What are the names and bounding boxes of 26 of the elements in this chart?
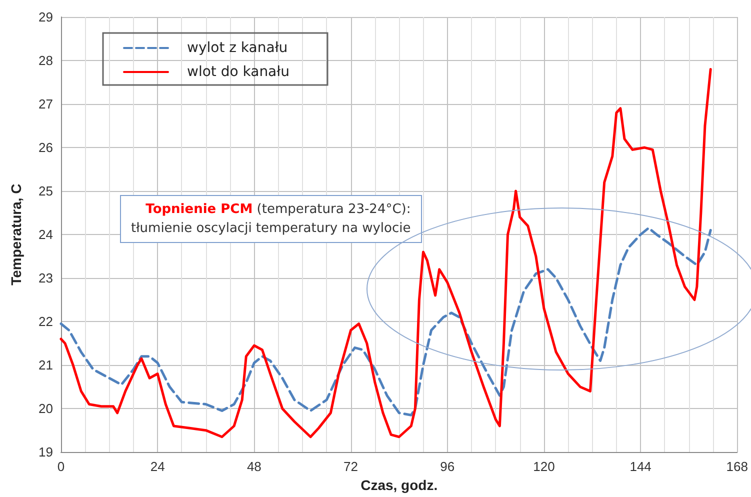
- y-tick-label: 22: [38, 314, 53, 330]
- x-tick-label: 24: [150, 459, 165, 474]
- x-tick-label: 96: [440, 459, 455, 474]
- x-tick-label: 48: [246, 459, 262, 474]
- annotation: (temperatura 23-24°C):: [256, 202, 411, 217]
- y-tick-label: 20: [38, 401, 53, 416]
- x-tick-label: 168: [726, 459, 748, 474]
- y-tick-label: 27: [38, 96, 53, 112]
- x-tick-label: 144: [630, 459, 652, 474]
- x-tick-label: 0: [57, 459, 65, 474]
- y-tick-label: 28: [38, 53, 53, 68]
- x-tick-label: 120: [533, 459, 555, 474]
- x-tick-label: 72: [344, 459, 358, 474]
- legend-label: wlot do kanału: [187, 64, 290, 80]
- y-tick-label: 29: [38, 10, 53, 24]
- legend-label: wylot z kanału: [187, 40, 288, 56]
- annotation: tłumienie oscylacji temperatury na wylocie: [131, 220, 411, 238]
- y-tick-label: 26: [38, 140, 53, 156]
- y-tick-label: 21: [38, 358, 53, 373]
- y-axis-title: Temperatura, C: [8, 184, 24, 286]
- y-tick-label: 23: [38, 270, 53, 286]
- y-tick-label: 24: [38, 227, 53, 242]
- y-tick-label: 19: [38, 444, 53, 460]
- y-tick-label: 25: [38, 184, 53, 199]
- x-axis-title: Czas, godz.: [360, 477, 438, 493]
- annotation: Topnienie PCM: [146, 202, 253, 217]
